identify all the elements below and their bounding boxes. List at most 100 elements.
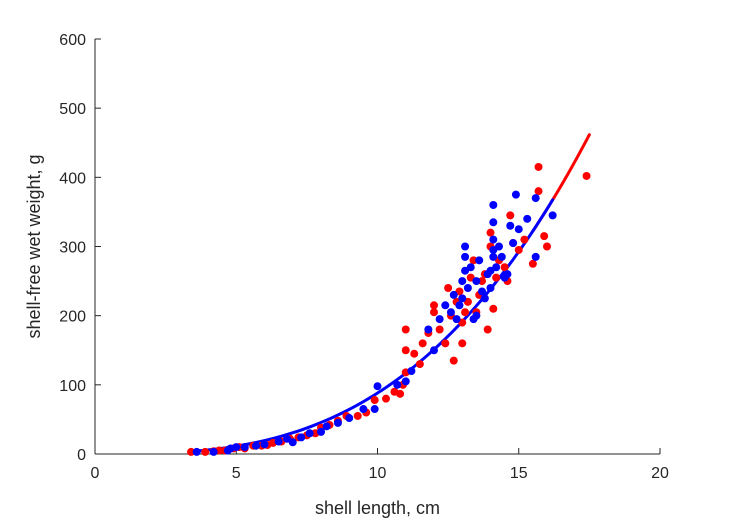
data-point-series-0: [401, 325, 410, 334]
data-point-series-1: [506, 221, 515, 230]
data-point-series-1: [511, 190, 520, 199]
data-point-series-0: [187, 447, 196, 456]
data-point-series-0: [534, 187, 543, 196]
y-tick-label: 300: [59, 240, 86, 257]
data-point-series-1: [209, 447, 218, 456]
fit-curve-3: [192, 198, 555, 453]
data-point-series-1: [260, 440, 269, 449]
data-point-series-1: [370, 405, 379, 414]
data-point-series-0: [500, 263, 509, 272]
data-point-series-0: [489, 304, 498, 313]
data-point-series-1: [531, 194, 540, 203]
data-point-series-1: [373, 382, 382, 391]
data-point-series-1: [463, 284, 472, 292]
data-point-series-1: [452, 315, 461, 324]
data-point-series-1: [472, 311, 481, 320]
data-point-series-0: [430, 301, 438, 310]
data-point-series-1: [503, 270, 512, 279]
x-tick-label: 5: [232, 465, 241, 482]
x-tick-label: 10: [369, 465, 387, 482]
y-tick-label: 400: [59, 170, 86, 187]
data-point-series-1: [461, 242, 470, 251]
y-tick-label: 200: [59, 309, 86, 326]
data-point-series-0: [483, 325, 492, 334]
data-point-series-0: [441, 339, 450, 348]
data-point-series-0: [401, 346, 410, 355]
data-point-series-1: [274, 437, 283, 446]
data-point-series-0: [540, 232, 549, 241]
data-point-series-1: [523, 214, 532, 223]
data-point-series-0: [461, 308, 470, 317]
data-point-series-1: [359, 405, 368, 414]
data-point-series-1: [435, 315, 444, 324]
data-point-series-1: [449, 290, 458, 299]
data-point-series-0: [418, 339, 427, 348]
data-point-series-1: [497, 252, 506, 261]
data-point-series-0: [370, 396, 379, 405]
data-point-series-0: [396, 389, 405, 398]
y-axis-label: shell-free wet weight, g: [24, 154, 44, 338]
data-point-series-1: [192, 447, 201, 456]
y-tick-label: 100: [59, 378, 86, 395]
data-point-series-1: [514, 225, 523, 234]
data-point-series-1: [305, 429, 314, 438]
data-point-series-0: [381, 394, 390, 403]
data-point-series-1: [441, 301, 450, 310]
data-point-series-1: [407, 367, 416, 375]
x-tick-label: 15: [510, 465, 528, 482]
x-axis-label: shell length, cm: [315, 498, 440, 518]
data-point-series-1: [531, 252, 540, 261]
data-point-series-0: [430, 308, 438, 317]
data-point-series-0: [520, 235, 529, 244]
data-point-series-0: [449, 356, 458, 365]
data-point-series-0: [506, 211, 515, 220]
data-point-series-1: [494, 242, 503, 251]
data-point-series-1: [333, 418, 342, 427]
data-point-series-1: [393, 380, 402, 389]
data-point-series-1: [489, 235, 498, 244]
data-point-series-1: [288, 438, 297, 447]
data-point-series-1: [472, 277, 481, 286]
data-point-series-1: [489, 252, 498, 261]
y-tick-label: 500: [59, 101, 86, 118]
x-tick-label: 20: [651, 465, 669, 482]
x-tick-label: 0: [91, 465, 100, 482]
data-point-series-1: [446, 308, 455, 317]
data-point-series-1: [489, 201, 498, 209]
data-point-series-0: [534, 162, 543, 171]
y-tick-label: 0: [77, 447, 86, 464]
data-point-series-0: [543, 242, 551, 251]
data-point-series-0: [353, 411, 362, 420]
data-point-series-0: [201, 447, 210, 456]
data-point-series-1: [424, 325, 433, 334]
data-point-series-1: [509, 239, 518, 248]
data-point-series-0: [469, 256, 478, 265]
data-point-series-1: [317, 427, 325, 436]
data-point-series-0: [514, 245, 523, 254]
data-point-series-1: [240, 443, 249, 452]
data-point-series-0: [444, 284, 453, 292]
data-point-series-1: [401, 377, 410, 386]
y-tick-label: 600: [59, 32, 86, 49]
data-point-series-1: [232, 443, 241, 452]
data-point-series-1: [322, 422, 331, 431]
data-point-series-0: [478, 277, 487, 286]
data-point-series-1: [478, 287, 487, 296]
data-point-series-1: [492, 263, 501, 272]
data-point-series-1: [466, 263, 475, 272]
data-point-series-1: [252, 441, 261, 450]
data-point-series-1: [461, 252, 470, 261]
data-point-series-0: [435, 325, 444, 334]
data-point-series-1: [480, 294, 489, 303]
data-point-series-0: [582, 171, 591, 180]
data-point-series-0: [410, 349, 419, 358]
data-point-series-0: [528, 259, 537, 268]
data-point-series-1: [548, 211, 557, 220]
data-point-series-1: [458, 277, 467, 286]
data-point-series-1: [475, 256, 484, 265]
data-point-series-1: [345, 414, 354, 423]
data-point-series-1: [458, 294, 467, 303]
data-point-series-1: [486, 284, 495, 292]
data-point-series-1: [455, 301, 464, 310]
